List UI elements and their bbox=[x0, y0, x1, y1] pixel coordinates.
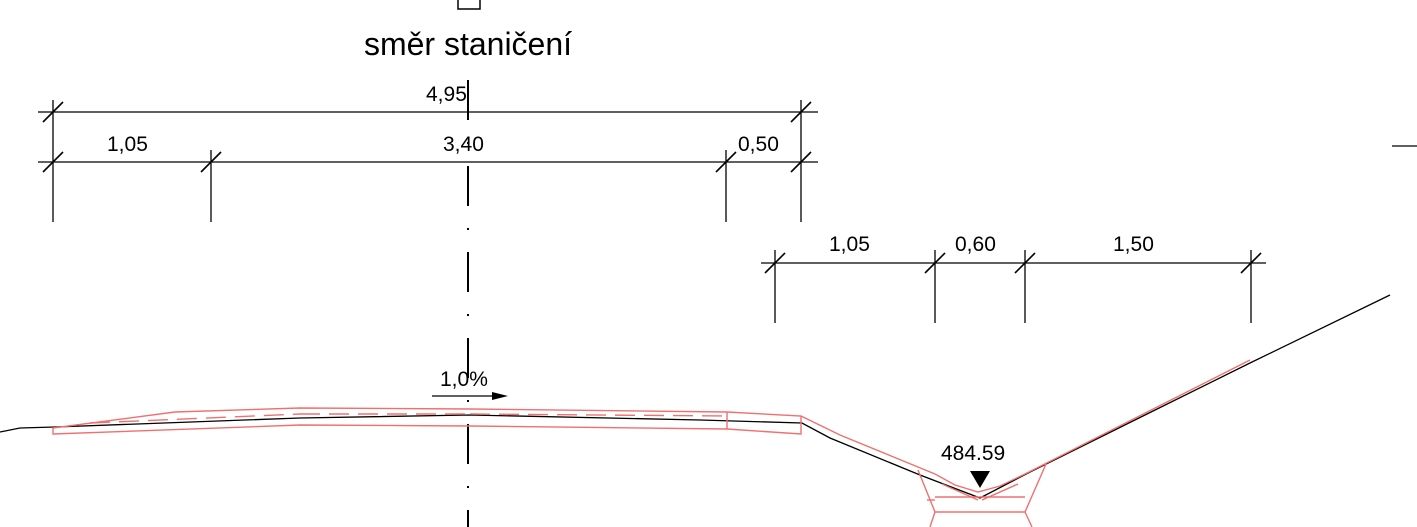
dim-right-label: 0,50 bbox=[738, 133, 779, 156]
ditch-dimension-chain bbox=[761, 250, 1266, 323]
terrain-line bbox=[0, 294, 1391, 499]
ditch-dim-left-label: 1,05 bbox=[829, 233, 870, 256]
elevation-label: 484.59 bbox=[941, 442, 1005, 465]
slope-arrow bbox=[432, 392, 508, 400]
elevation-triangle-icon bbox=[970, 471, 990, 488]
dim-left-label: 1,05 bbox=[107, 133, 148, 156]
ditch-dim-right-label: 1,50 bbox=[1113, 233, 1154, 256]
direction-marker bbox=[457, 0, 481, 10]
top-dimension-chain bbox=[38, 100, 818, 222]
ditch-dim-middle-label: 0,60 bbox=[955, 233, 996, 256]
slope-label: 1,0% bbox=[440, 368, 488, 391]
direction-title: směr staničení bbox=[364, 26, 572, 62]
dim-middle-label: 3,40 bbox=[443, 133, 484, 156]
dim-overall-label: 4,95 bbox=[426, 83, 467, 106]
ditch-structure bbox=[917, 359, 1251, 527]
pavement-layers bbox=[52, 407, 936, 475]
